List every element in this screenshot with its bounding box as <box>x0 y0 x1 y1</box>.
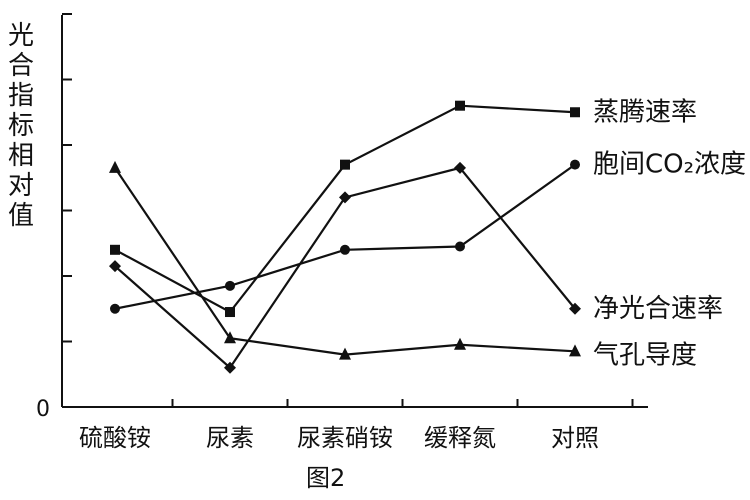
legend-entry: 蒸腾速率 <box>593 97 697 127</box>
y-axis-label-char: 指 <box>8 81 34 111</box>
series-3 <box>109 160 581 360</box>
data-point-triangle <box>339 347 351 360</box>
y-axis-label-char: 光 <box>8 21 34 51</box>
x-tick-labels: 硫酸铵 尿素 尿素硝铵 缓释氮 对照 <box>79 424 599 452</box>
series-0 <box>110 100 580 318</box>
data-point-triangle <box>224 331 236 344</box>
data-point-triangle <box>454 337 466 350</box>
figure-caption: 图2 <box>306 464 345 492</box>
y-axis-label-char: 对 <box>8 171 34 201</box>
series-1 <box>110 159 580 314</box>
data-point-diamond <box>339 191 351 204</box>
legend-entry: 气孔导度 <box>593 340 697 370</box>
y-axis-label-char: 合 <box>8 51 34 81</box>
y-origin-label: 0 <box>36 397 50 422</box>
data-point-diamond <box>224 361 236 374</box>
data-point-triangle <box>109 160 121 173</box>
x-tick-label: 尿素 <box>206 424 254 452</box>
data-point-diamond <box>454 161 466 174</box>
y-axis-label-char: 标 <box>8 111 34 141</box>
data-point-square <box>570 107 580 118</box>
x-ticks <box>171 399 634 407</box>
series-line <box>114 104 576 314</box>
x-tick-label: 缓释氮 <box>424 424 496 452</box>
data-point-triangle <box>569 344 581 357</box>
data-point-circle <box>110 303 120 314</box>
data-point-circle <box>570 159 580 170</box>
data-point-circle <box>455 241 465 252</box>
y-axis-label-char: 值 <box>8 201 34 231</box>
series-layer <box>109 100 581 374</box>
data-point-circle <box>225 280 235 291</box>
x-tick-label: 对照 <box>551 424 599 452</box>
y-axis-label-char: 相 <box>8 141 34 171</box>
data-point-circle <box>340 244 350 255</box>
y-ticks <box>62 13 72 343</box>
data-point-square <box>225 307 235 318</box>
legend-entry: 净光合速率 <box>593 294 723 324</box>
data-point-square <box>455 100 465 111</box>
series-2 <box>109 161 581 374</box>
data-point-square <box>340 159 350 170</box>
x-tick-label: 硫酸铵 <box>79 424 151 452</box>
legend-entry: 胞间CO₂浓度 <box>593 150 746 180</box>
x-tick-label: 尿素硝铵 <box>297 424 393 452</box>
data-point-diamond <box>109 260 121 273</box>
data-point-diamond <box>569 302 581 315</box>
data-point-square <box>110 244 120 255</box>
